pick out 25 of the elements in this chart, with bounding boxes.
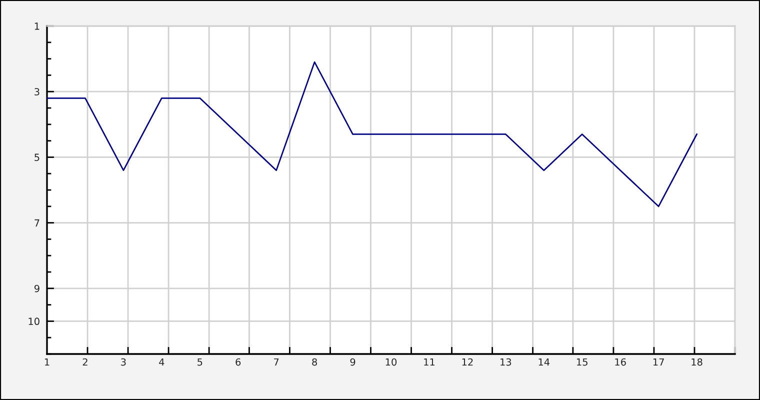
line-series [47, 61, 698, 208]
x-tick-label: 1 [44, 358, 50, 366]
x-tick-label: 7 [274, 358, 279, 366]
x-tick-label: 14 [538, 358, 550, 366]
x-tick-label: 16 [615, 358, 626, 366]
x-tick-label: 15 [576, 358, 588, 366]
y-tick-label: 7 [34, 219, 40, 226]
x-tick-label: 6 [236, 358, 241, 366]
x-tick-label: 9 [350, 358, 356, 366]
x-tick-label: 5 [198, 358, 202, 366]
x-tick-label: 12 [462, 358, 473, 366]
x-tick-label: 4 [159, 358, 164, 366]
y-tick-label: 3 [34, 88, 40, 96]
x-tick-label: 18 [692, 358, 702, 366]
x-tick-label: 10 [386, 358, 397, 366]
x-tick-label: 13 [500, 358, 512, 366]
y-tick-label: 9 [34, 284, 40, 292]
x-tick-label: 3 [121, 358, 126, 366]
y-tick-label: 10 [28, 318, 40, 326]
x-tick-label: 2 [82, 358, 88, 366]
x-tick-label: 8 [312, 358, 317, 366]
x-tick-label: 11 [424, 358, 435, 366]
x-tick-label: 17 [653, 358, 664, 366]
y-tick-label: 1 [34, 22, 40, 30]
y-tick-label: 5 [34, 154, 40, 162]
